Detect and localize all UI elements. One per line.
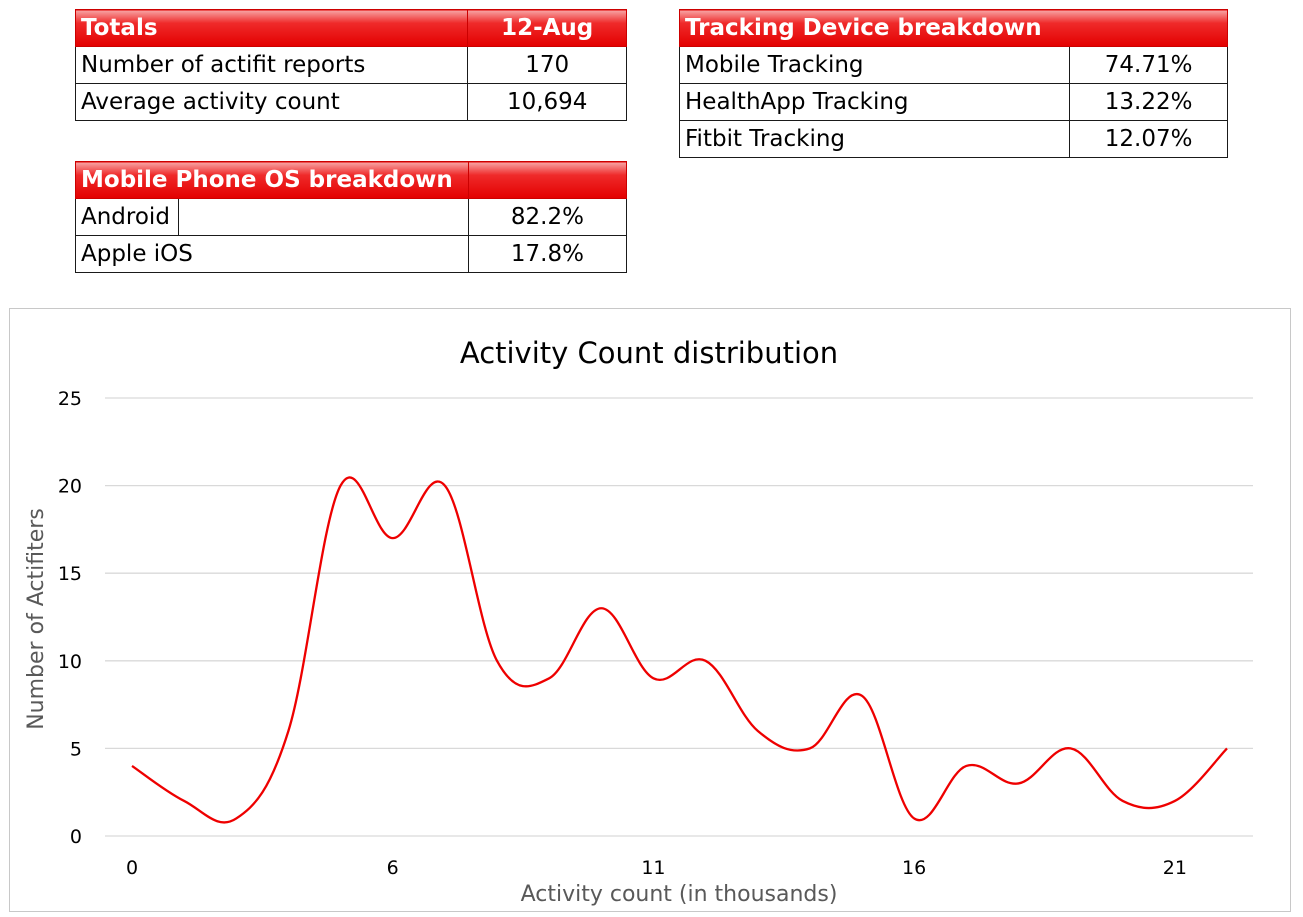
os-breakdown-table: Mobile Phone OS breakdown Android 82.2% … (75, 161, 628, 273)
y-tick-label: 15 (58, 563, 82, 585)
totals-date: 12-Aug (467, 9, 627, 47)
tracking-title: Tracking Device breakdown (679, 9, 1228, 47)
os-header-empty-cell (467, 161, 628, 199)
row-label: Average activity count (74, 83, 469, 121)
y-tick-label: 0 (70, 826, 82, 848)
os-title: Mobile Phone OS breakdown (75, 161, 469, 199)
totals-table: Totals 12-Aug Number of actifit reports … (74, 9, 627, 121)
table-row: HealthApp Tracking 13.22% (678, 83, 1228, 121)
y-axis-label: Number of Actifiters (24, 508, 49, 730)
row-value: 170 (467, 46, 627, 84)
table-row: Number of actifit reports 170 (74, 46, 627, 84)
x-tick-label: 16 (902, 857, 926, 879)
x-tick-label: 11 (641, 857, 665, 879)
row-label: Fitbit Tracking (678, 120, 1071, 158)
y-tick-label: 10 (58, 651, 82, 673)
chart-canvas: 0 5 10 15 20 25 0 6 11 16 21 Activity Count distr… (24, 336, 1253, 907)
row-value: 74.71% (1069, 46, 1228, 84)
x-tick-label: 21 (1163, 857, 1187, 879)
row-value: 10,694 (467, 83, 627, 121)
table-row: Mobile Tracking 74.71% (678, 46, 1228, 84)
x-tick-label: 6 (387, 857, 399, 879)
table-row: Android 82.2% (75, 198, 628, 236)
gridlines (105, 397, 1253, 837)
empty-cell (177, 198, 469, 236)
table-row: Fitbit Tracking 12.07% (678, 120, 1228, 158)
y-axis-ticks: 0 5 10 15 20 25 (58, 388, 82, 848)
row-label: Android (75, 198, 179, 236)
table-row: Average activity count 10,694 (74, 83, 627, 121)
row-label: HealthApp Tracking (678, 83, 1071, 121)
row-label: Number of actifit reports (74, 46, 469, 84)
y-tick-label: 5 (70, 738, 82, 760)
row-value: 82.2% (467, 198, 628, 236)
series-line (131, 476, 1228, 824)
os-header-row: Mobile Phone OS breakdown (75, 161, 628, 199)
tracking-header-row: Tracking Device breakdown (679, 9, 1228, 47)
x-axis-ticks: 0 6 11 16 21 (126, 857, 1187, 879)
chart-title: Activity Count distribution (460, 336, 838, 370)
x-tick-label: 0 (126, 857, 138, 879)
row-label: Apple iOS (75, 235, 469, 273)
totals-title: Totals (74, 9, 469, 47)
y-tick-label: 25 (58, 388, 82, 410)
row-label: Mobile Tracking (678, 46, 1071, 84)
y-tick-label: 20 (58, 476, 82, 498)
x-axis-label: Activity count (in thousands) (521, 882, 838, 907)
row-value: 13.22% (1069, 83, 1228, 121)
activity-chart: 0 5 10 15 20 25 0 6 11 16 21 Activity Count distr… (9, 308, 1291, 912)
tracking-device-table: Tracking Device breakdown Mobile Trackin… (678, 9, 1228, 158)
table-row: Apple iOS 17.8% (75, 235, 628, 273)
totals-header-row: Totals 12-Aug (74, 9, 627, 47)
row-value: 17.8% (467, 235, 628, 273)
row-value: 12.07% (1069, 120, 1228, 158)
